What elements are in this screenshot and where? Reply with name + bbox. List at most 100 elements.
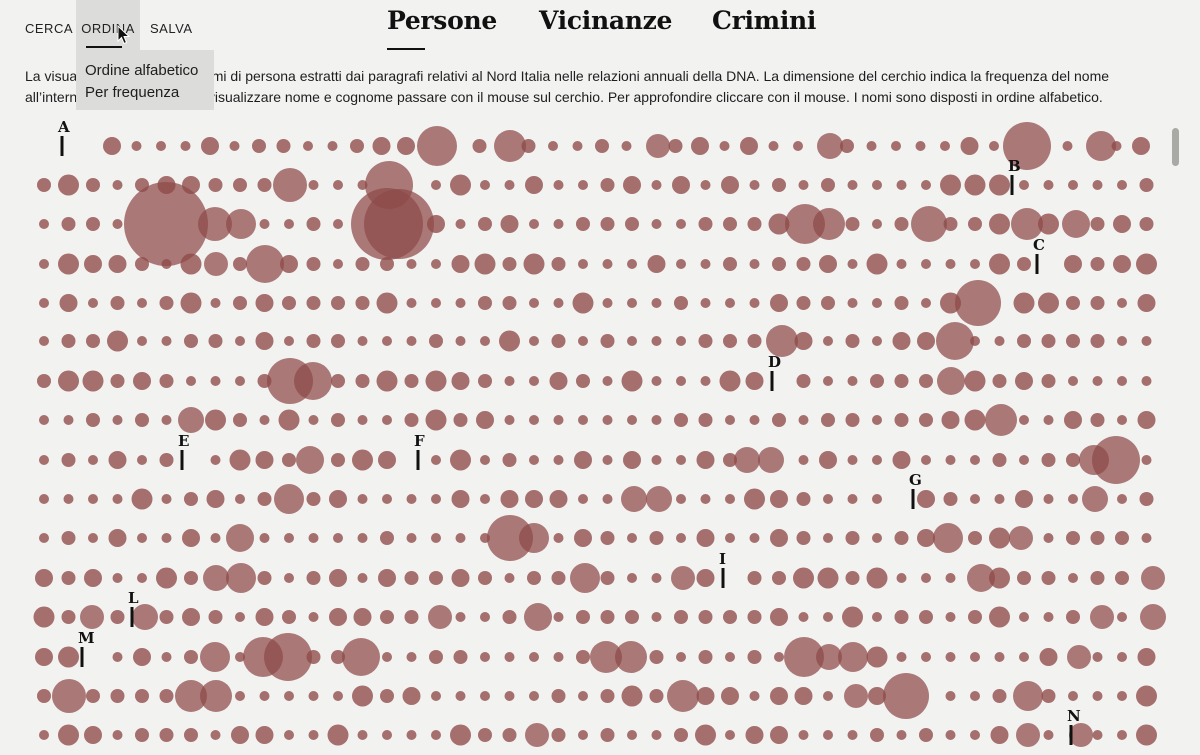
name-bubble[interactable] [425, 409, 447, 431]
name-bubble[interactable] [674, 728, 688, 742]
name-bubble[interactable] [1043, 730, 1054, 740]
name-bubble[interactable] [404, 413, 419, 427]
name-bubble[interactable] [740, 137, 758, 155]
name-bubble[interactable] [132, 604, 158, 630]
name-bubble[interactable] [502, 453, 517, 467]
name-bubble[interactable] [989, 141, 999, 151]
name-bubble[interactable] [382, 730, 392, 740]
name-bubble[interactable] [970, 730, 980, 740]
name-bubble[interactable] [1115, 571, 1129, 585]
name-bubble[interactable] [1092, 730, 1103, 740]
name-bubble[interactable] [1068, 691, 1078, 701]
name-bubble[interactable] [578, 691, 588, 701]
name-bubble[interactable] [1117, 494, 1127, 504]
name-bubble[interactable] [553, 219, 564, 229]
name-bubble[interactable] [955, 280, 1001, 326]
name-bubble[interactable] [63, 494, 74, 504]
name-bubble[interactable] [621, 141, 632, 151]
name-bubble[interactable] [200, 680, 232, 712]
name-bubble[interactable] [572, 141, 583, 151]
name-bubble[interactable] [798, 612, 809, 622]
name-bubble[interactable] [1090, 257, 1105, 271]
name-bubble[interactable] [691, 137, 709, 155]
name-bubble[interactable] [758, 447, 784, 473]
name-bubble[interactable] [382, 415, 392, 425]
name-bubble[interactable] [1017, 571, 1031, 585]
name-bubble[interactable] [576, 374, 590, 388]
name-bubble[interactable] [989, 213, 1010, 235]
name-bubble[interactable] [203, 565, 229, 591]
name-bubble[interactable] [649, 531, 664, 545]
name-bubble[interactable] [1090, 413, 1105, 427]
name-bubble[interactable] [919, 413, 933, 427]
name-bubble[interactable] [210, 455, 221, 465]
menu-item-ordine-alfabetico[interactable]: Ordine alfabetico [85, 62, 199, 79]
name-bubble[interactable] [651, 415, 662, 425]
name-bubble[interactable] [525, 490, 543, 508]
name-bubble[interactable] [88, 455, 98, 465]
name-bubble[interactable] [357, 494, 368, 504]
name-bubble[interactable] [112, 573, 123, 583]
name-bubble[interactable] [896, 259, 907, 269]
name-bubble[interactable] [602, 494, 613, 504]
name-bubble[interactable] [284, 691, 294, 701]
name-bubble[interactable] [329, 569, 347, 587]
name-bubble[interactable] [651, 376, 662, 386]
name-bubble[interactable] [845, 531, 860, 545]
name-bubble[interactable] [627, 730, 637, 740]
name-bubble[interactable] [333, 533, 343, 543]
name-bubble[interactable] [840, 139, 854, 153]
name-bubble[interactable] [989, 253, 1010, 275]
name-bubble[interactable] [749, 259, 760, 269]
name-bubble[interactable] [821, 413, 835, 427]
name-bubble[interactable] [1092, 691, 1103, 701]
name-bubble[interactable] [723, 257, 737, 271]
name-bubble[interactable] [306, 492, 321, 506]
name-bubble[interactable] [921, 455, 931, 465]
name-bubble[interactable] [823, 494, 833, 504]
name-bubble[interactable] [917, 490, 935, 508]
name-bubble[interactable] [1011, 208, 1043, 240]
name-bubble[interactable] [793, 567, 814, 589]
name-bubble[interactable] [823, 336, 833, 346]
name-bubble[interactable] [110, 610, 125, 624]
name-bubble[interactable] [284, 219, 294, 229]
name-bubble[interactable] [627, 533, 637, 543]
name-bubble[interactable] [896, 652, 907, 662]
name-bubble[interactable] [649, 650, 664, 664]
name-bubble[interactable] [37, 689, 51, 703]
name-bubble[interactable] [1066, 453, 1080, 467]
name-bubble[interactable] [1117, 298, 1127, 308]
name-bubble[interactable] [519, 523, 549, 553]
name-bubble[interactable] [210, 730, 221, 740]
name-bubble[interactable] [525, 723, 549, 747]
name-bubble[interactable] [1015, 490, 1033, 508]
name-bubble[interactable] [502, 610, 517, 624]
name-bubble[interactable] [553, 298, 564, 308]
name-bubble[interactable] [770, 490, 788, 508]
name-bubble[interactable] [845, 571, 860, 585]
name-bubble[interactable] [796, 492, 811, 506]
name-bubble[interactable] [919, 610, 933, 624]
name-bubble[interactable] [721, 176, 739, 194]
name-bubble[interactable] [331, 334, 345, 348]
name-bubble[interactable] [696, 529, 715, 547]
name-bubble[interactable] [480, 612, 490, 622]
name-bubble[interactable] [600, 334, 615, 348]
name-bubble[interactable] [529, 219, 539, 229]
name-bubble[interactable] [970, 455, 980, 465]
name-bubble[interactable] [108, 451, 127, 469]
name-bubble[interactable] [355, 257, 370, 271]
name-bubble[interactable] [35, 648, 53, 666]
name-bubble[interactable] [894, 413, 909, 427]
name-bubble[interactable] [1141, 566, 1165, 590]
name-bubble[interactable] [161, 533, 172, 543]
name-bubble[interactable] [161, 336, 172, 346]
name-bubble[interactable] [945, 691, 956, 701]
name-bubble[interactable] [352, 685, 373, 707]
name-bubble[interactable] [284, 730, 294, 740]
name-bubble[interactable] [625, 217, 639, 231]
name-bubble[interactable] [551, 728, 566, 742]
name-bubble[interactable] [745, 726, 764, 744]
name-bubble[interactable] [578, 259, 588, 269]
